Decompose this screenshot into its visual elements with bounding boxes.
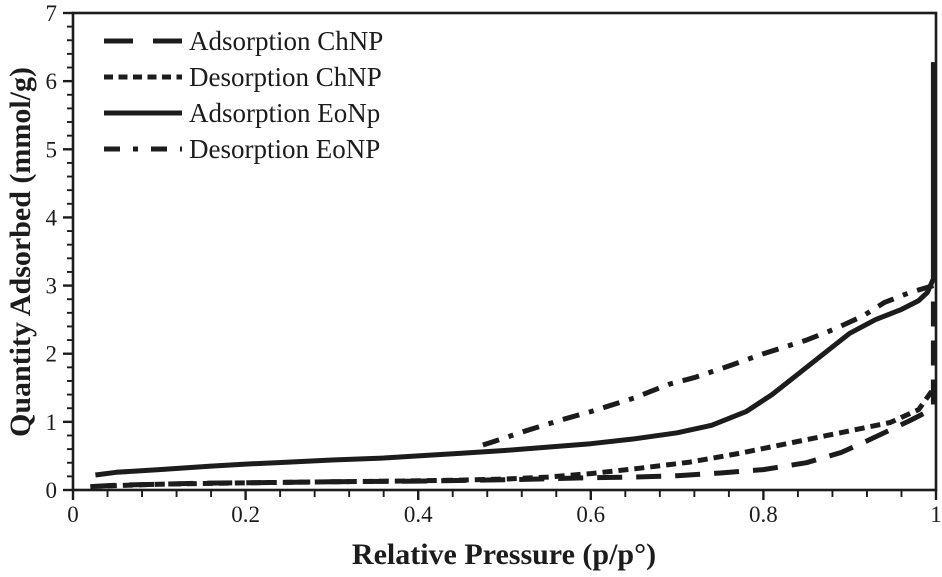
y-axis-title: Quantity Adsorbed (mmol/g) <box>4 67 37 437</box>
y-tick-label: 1 <box>46 410 58 435</box>
x-tick-label: 0.6 <box>576 502 605 527</box>
x-tick-label: 0.4 <box>404 502 433 527</box>
y-tick-label: 5 <box>46 137 58 162</box>
chart-legend: Adsorption ChNP Desorption ChNP Adsorption… <box>104 26 383 164</box>
x-tick-label: 0.8 <box>749 502 778 527</box>
y-axis-major-ticks <box>63 11 73 492</box>
legend-item-adsorption-eonp: Adsorption EoNp <box>104 98 380 128</box>
curve-adsorption-eonp <box>95 62 936 478</box>
x-axis-title: Relative Pressure (p/p°) <box>352 538 656 571</box>
y-axis-tick-labels: 0 1 2 3 4 5 6 7 <box>46 1 58 503</box>
y-tick-label: 0 <box>46 478 58 503</box>
x-tick-label: 0.2 <box>231 502 260 527</box>
data-curves <box>90 62 936 490</box>
legend-label: Adsorption EoNp <box>189 98 380 128</box>
y-tick-label: 7 <box>46 1 58 26</box>
x-axis-tick-labels: 0 0.2 0.4 0.6 0.8 1 <box>67 502 942 527</box>
y-tick-label: 4 <box>46 205 58 230</box>
y-tick-label: 3 <box>46 274 58 299</box>
x-tick-label: 1 <box>930 502 942 527</box>
legend-label: Desorption ChNP <box>189 62 382 92</box>
legend-label: Desorption EoNP <box>189 134 380 164</box>
y-tick-label: 6 <box>46 69 58 94</box>
legend-label: Adsorption ChNP <box>189 26 383 56</box>
plot-area-border <box>71 11 938 492</box>
curve-desorption-chnp <box>107 389 934 489</box>
legend-item-desorption-eonp: Desorption EoNP <box>104 134 380 164</box>
x-axis-major-ticks <box>71 490 938 500</box>
legend-item-adsorption-chnp: Adsorption ChNP <box>104 26 383 56</box>
legend-item-desorption-chnp: Desorption ChNP <box>104 62 382 92</box>
y-tick-label: 2 <box>46 342 58 367</box>
curve-desorption-eonp <box>477 283 935 449</box>
x-tick-label: 0 <box>67 502 79 527</box>
